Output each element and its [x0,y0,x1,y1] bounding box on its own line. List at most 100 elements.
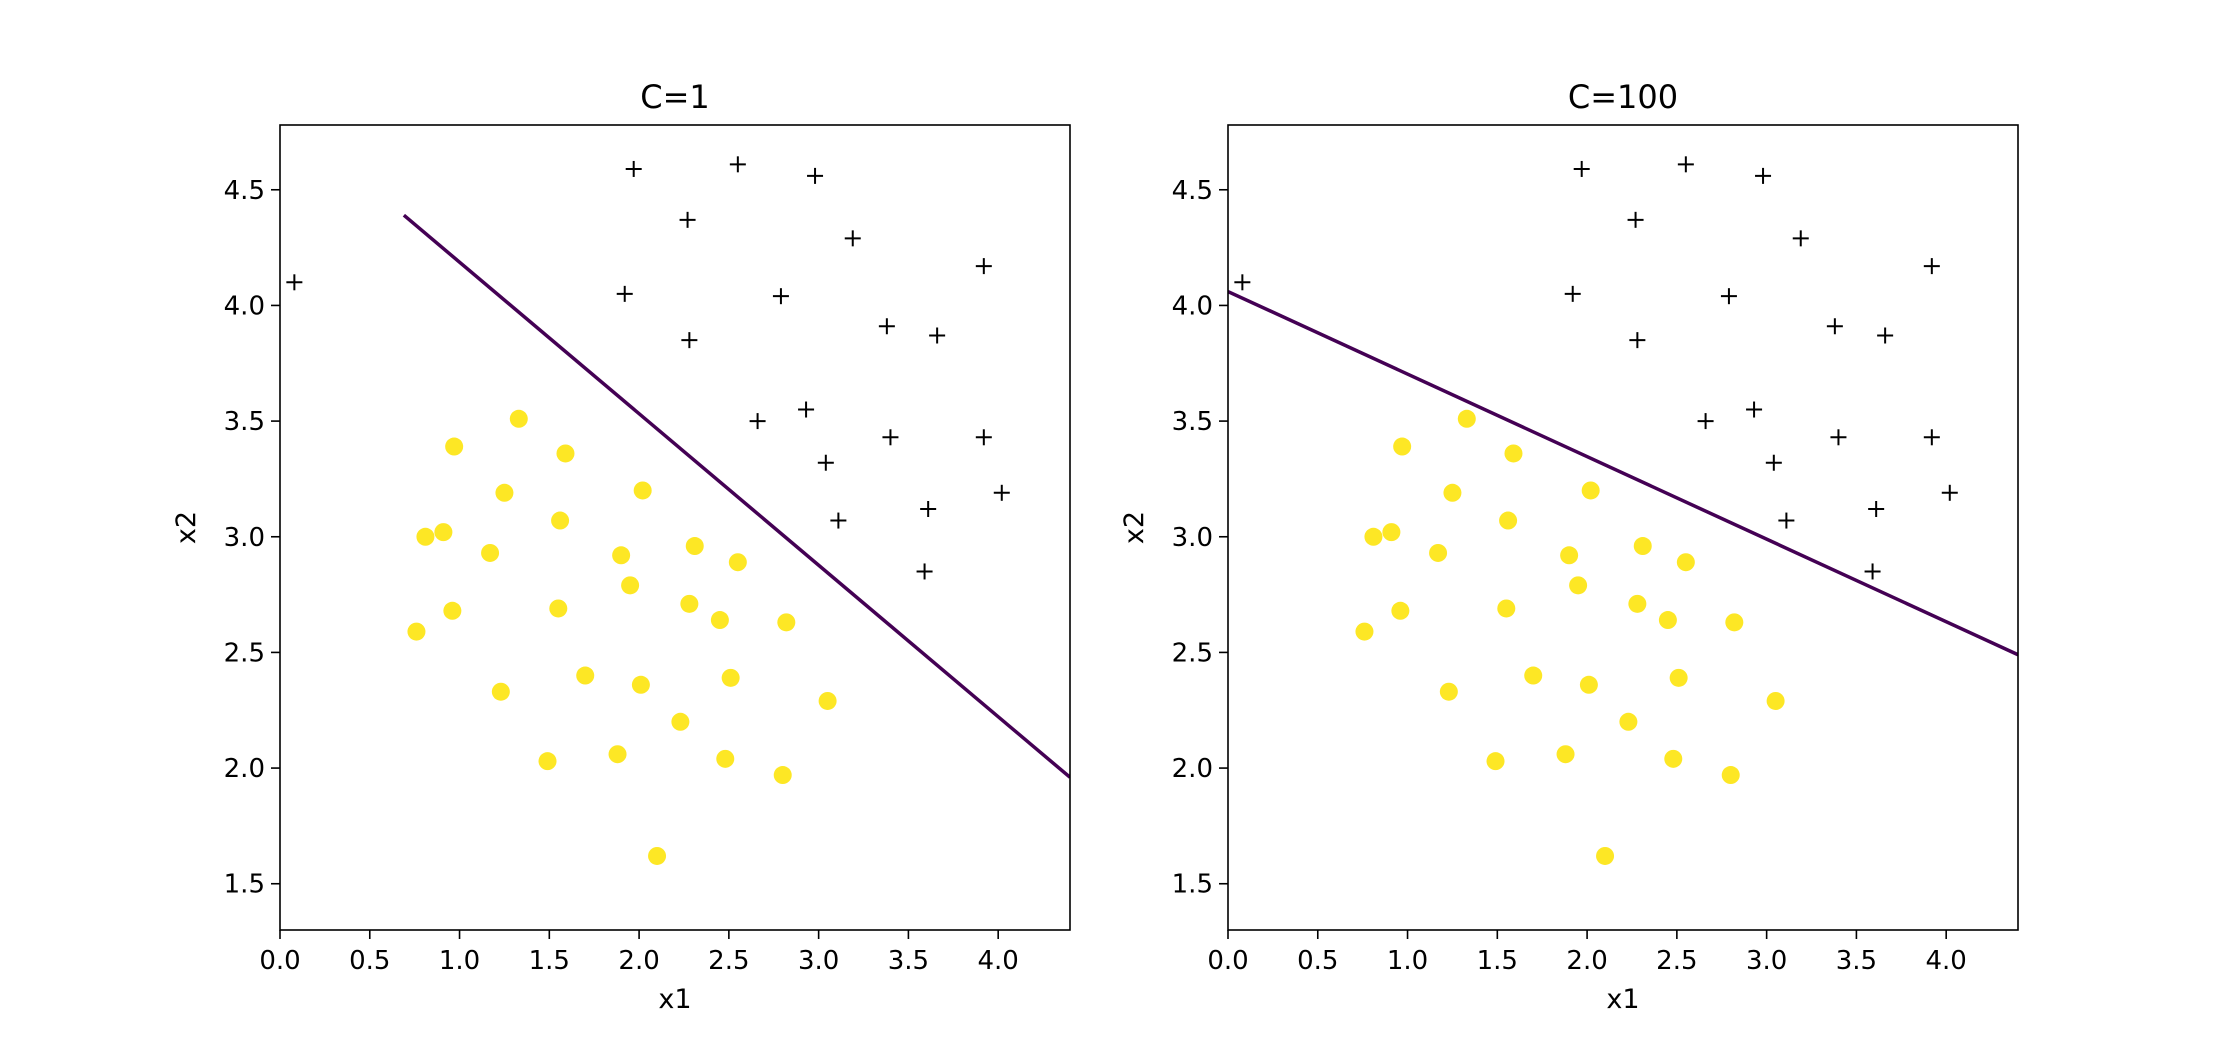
point-plus [679,211,696,228]
point-circle [416,527,435,546]
chart-title: C=100 [1568,78,1678,116]
x-tick-label: 3.5 [1836,946,1877,976]
point-circle [1633,537,1652,556]
point-circle [1579,675,1598,694]
point-circle [1581,481,1600,500]
point-circle [1504,444,1523,463]
plot-area [1228,156,2018,865]
point-circle [1457,409,1476,428]
point-plus [1868,500,1885,517]
x-tick-label: 3.0 [798,946,839,976]
x-tick-label: 1.5 [1477,946,1518,976]
point-plus [929,327,946,344]
point-plus [616,285,633,302]
x-axis-label: x1 [658,984,691,1015]
x-axis-label: x1 [1606,984,1639,1015]
x-tick-label: 2.5 [1656,946,1697,976]
point-circle [1766,691,1785,710]
point-plus [749,413,766,430]
point-plus [1765,454,1782,471]
point-plus [1923,258,1940,275]
point-plus [975,429,992,446]
point-plus [920,500,937,517]
point-circle [1382,523,1401,542]
point-circle [407,622,426,641]
y-tick-label: 2.5 [224,638,265,668]
point-plus [798,401,815,418]
point-plus [1941,484,1958,501]
point-plus [878,318,895,335]
point-circle [777,613,796,632]
x-tick-label: 1.0 [439,946,480,976]
point-circle [509,409,528,428]
point-circle [633,481,652,500]
point-circle [1439,682,1458,701]
point-plus [1627,211,1644,228]
y-tick-label: 4.5 [1172,176,1213,206]
point-plus [1792,230,1809,247]
point-plus [1864,563,1881,580]
point-plus [729,156,746,173]
point-circle [648,846,667,865]
point-circle [1619,712,1638,731]
y-tick-label: 3.0 [224,523,265,553]
point-circle [680,594,699,613]
chart-panel-1: 0.0 0.5 1.0 1.5 2.0 2.5 3.0 3.5 4.0 1.5 2.0 2.5 3.0 3… [171,78,1071,1015]
point-circle [818,691,837,710]
y-tick-label: 1.5 [1172,870,1213,900]
point-circle [1725,613,1744,632]
y-axis-label: x2 [171,511,202,544]
y-tick-label: 4.0 [1172,291,1213,321]
point-plus [1826,318,1843,335]
x-tick-label: 2.0 [1566,946,1607,976]
point-plus [1877,327,1894,344]
point-circle [1658,611,1677,630]
point-circle [1721,766,1740,785]
point-plus [1697,413,1714,430]
point-plus [993,484,1010,501]
x-tick-label: 3.5 [888,946,929,976]
point-circle [1497,599,1516,618]
point-circle [1676,553,1695,572]
point-circle [443,601,462,620]
point-circle [1391,601,1410,620]
y-axis-label: x2 [1119,511,1150,544]
point-circle [481,543,500,562]
axes-frame [1227,124,2019,931]
point-circle [1569,576,1588,595]
point-circle [1669,668,1688,687]
point-plus [1564,285,1581,302]
y-tick-label: 3.5 [224,407,265,437]
point-plus [681,332,698,349]
point-plus [1677,156,1694,173]
y-tick-label: 2.5 [1172,638,1213,668]
x-tick-label: 4.0 [1926,946,1967,976]
point-plus [1629,332,1646,349]
point-plus [1746,401,1763,418]
point-circle [621,576,640,595]
point-circle [495,483,514,502]
point-circle [556,444,575,463]
point-circle [1556,745,1575,764]
point-circle [773,766,792,785]
point-circle [1364,527,1383,546]
x-tick-label: 2.0 [618,946,659,976]
point-circle [716,749,735,768]
point-circle [608,745,627,764]
point-plus [844,230,861,247]
decision-boundary-line [1228,289,2018,657]
point-plus [1755,167,1772,184]
point-plus [1234,274,1251,291]
point-circle [491,682,510,701]
point-circle [671,712,690,731]
x-tick-label: 0.5 [349,946,390,976]
point-plus [830,512,847,529]
point-plus [807,167,824,184]
x-tick-label: 2.5 [708,946,749,976]
point-circle [685,537,704,556]
x-tick-label: 0.0 [259,946,300,976]
point-circle [1429,543,1448,562]
y-tick-label: 1.5 [224,870,265,900]
